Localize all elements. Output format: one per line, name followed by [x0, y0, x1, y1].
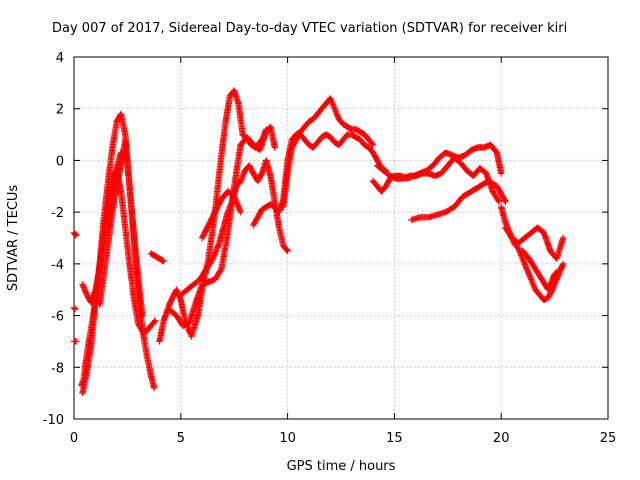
series-marks: [79, 149, 125, 306]
series-marks: [96, 136, 146, 319]
x-tick-label: 20: [493, 431, 510, 446]
x-tick-label: 25: [600, 431, 617, 446]
series-marks: [70, 229, 80, 239]
y-tick-label: 4: [56, 51, 64, 66]
x-tick-label: 5: [177, 431, 185, 446]
axis-ticks: 0 5 10 15 20 25 -10 -8 -6 -4 -2 0 2 4: [43, 51, 617, 446]
plot-frame: [73, 56, 609, 420]
series-marks: [408, 177, 509, 224]
series-track-g: [96, 136, 146, 319]
x-tick-label: 0: [70, 431, 78, 446]
series-marks: [199, 188, 244, 242]
series-track-t: [519, 247, 565, 293]
y-tick-label: 2: [56, 103, 64, 118]
series-track-r: [498, 203, 567, 304]
series-track-n: [280, 131, 390, 211]
series-track-f: [79, 149, 125, 306]
data-series: [70, 87, 567, 397]
series-marks: [369, 141, 505, 195]
series-marks: [502, 224, 567, 262]
series-track-l: [199, 188, 244, 242]
series-track-o: [369, 141, 505, 195]
series-track-q: [408, 177, 509, 224]
series-marks: [519, 247, 565, 293]
series-marks: [70, 304, 79, 313]
y-tick-label: -10: [43, 413, 64, 428]
series-marks: [280, 131, 390, 211]
y-tick-label: 0: [56, 154, 64, 169]
series-track-b: [70, 338, 80, 345]
y-tick-label: -6: [51, 310, 64, 325]
y-tick-label: -8: [51, 361, 64, 376]
chart-title: Day 007 of 2017, Sidereal Day-to-day VTE…: [52, 21, 567, 36]
series-marks: [498, 203, 567, 304]
series-marks: [70, 338, 80, 345]
series-track-h: [147, 250, 167, 265]
series-track-s: [502, 224, 567, 262]
x-axis-label: GPS time / hours: [287, 459, 396, 474]
series-marks: [177, 157, 291, 299]
series-marks: [147, 250, 167, 265]
series-track-a: [70, 229, 80, 239]
y-axis-label: SDTVAR / TECUs: [6, 185, 21, 292]
gridlines: [74, 57, 608, 419]
y-tick-label: -4: [51, 258, 64, 273]
series-track-k: [177, 157, 291, 299]
x-tick-label: 10: [279, 431, 296, 446]
y-tick-label: -2: [51, 206, 64, 221]
x-tick-label: 15: [386, 431, 403, 446]
series-track-c: [70, 304, 79, 313]
